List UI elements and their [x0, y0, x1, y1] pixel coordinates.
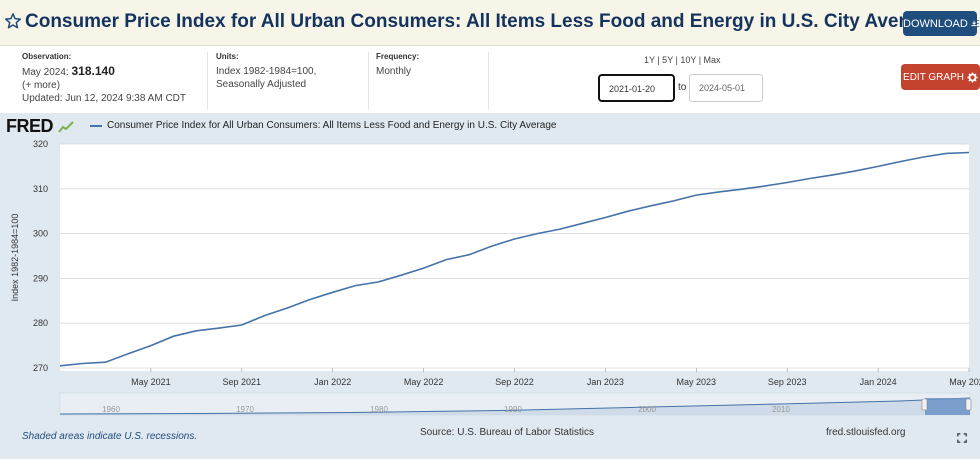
navigator-handle-left[interactable]	[921, 398, 928, 411]
y-tick-label: 310	[33, 184, 48, 194]
navigator-year-label: 1990	[504, 405, 522, 414]
navigator-year-label: 2000	[638, 405, 656, 414]
x-tick-label: Sep 2022	[495, 377, 534, 387]
download-label: DOWNLOAD	[903, 17, 968, 30]
source-text: Source: U.S. Bureau of Labor Statistics	[420, 427, 594, 438]
x-tick-label: Jan 2024	[860, 377, 897, 387]
recession-note: Shaded areas indicate U.S. recessions.	[22, 431, 198, 442]
updated-text: Updated: Jun 12, 2024 9:38 AM CDT	[22, 93, 186, 104]
navigator-year-label: 1980	[370, 405, 388, 414]
chart-legend: Consumer Price Index for All Urban Consu…	[90, 120, 556, 131]
x-tick-label: May 2024	[949, 377, 980, 387]
end-date-input[interactable]: 2024-05-01	[689, 74, 763, 102]
x-tick-label: Jan 2022	[314, 377, 351, 387]
title-bar: Consumer Price Index for All Urban Consu…	[0, 0, 980, 46]
navigator-year-label: 1970	[236, 405, 254, 414]
page-title: Consumer Price Index for All Urban Consu…	[25, 11, 980, 33]
observation-label: Observation:	[22, 52, 72, 61]
x-tick-label: May 2022	[404, 377, 444, 387]
plot-area	[60, 144, 969, 371]
observation-value: 318.140	[71, 64, 115, 78]
download-button[interactable]: DOWNLOAD	[903, 11, 977, 36]
x-tick-label: May 2021	[131, 377, 171, 387]
x-tick-label: Sep 2021	[223, 377, 262, 387]
legend-swatch	[90, 124, 102, 127]
navigator-handle-right[interactable]	[965, 398, 972, 411]
download-icon	[971, 20, 977, 27]
x-tick-label: Sep 2023	[768, 377, 807, 387]
frequency-label: Frequency:	[376, 52, 420, 61]
fred-logo: FRED	[6, 116, 74, 137]
navigator-series-line	[59, 397, 971, 415]
to-label: to	[678, 82, 687, 93]
star-icon[interactable]	[4, 12, 22, 30]
fred-logo-text: FRED	[6, 116, 54, 136]
more-link[interactable]: (+ more)	[22, 80, 61, 91]
y-tick-label: 270	[33, 363, 48, 373]
observation-block: Observation: May 2024: 318.140 (+ more) …	[22, 52, 186, 105]
units-line-2: Seasonally Adjusted	[216, 79, 307, 90]
divider	[488, 52, 489, 110]
frequency-block: Frequency: Monthly	[376, 52, 419, 78]
fred-logo-chart-icon	[57, 121, 74, 133]
frequency-value: Monthly	[376, 66, 412, 77]
units-line-1: Index 1982-1984=100,	[216, 66, 317, 77]
edit-graph-label: EDIT GRAPH	[903, 71, 964, 83]
navigator-selection[interactable]	[925, 398, 970, 415]
edit-graph-button[interactable]: EDIT GRAPH	[901, 64, 980, 90]
navigator-year-label: 1960	[102, 405, 120, 414]
divider	[368, 52, 369, 110]
navigator-year-label: 2010	[772, 405, 790, 414]
legend-label: Consumer Price Index for All Urban Consu…	[107, 120, 557, 131]
series-line[interactable]	[59, 151, 970, 367]
y-tick-label: 290	[33, 273, 48, 283]
y-axis-title: Index 1982-1984=100	[10, 214, 20, 302]
observation-date: May 2024:	[22, 67, 69, 78]
units-block: Units: Index 1982-1984=100, Seasonally A…	[216, 52, 316, 91]
info-panel: Observation: May 2024: 318.140 (+ more) …	[0, 46, 980, 113]
navigator-series-area	[60, 398, 970, 415]
series-title: Consumer Price Index for All Urban Consu…	[25, 11, 939, 32]
divider	[207, 52, 208, 110]
gear-icon	[967, 71, 978, 83]
line-chart[interactable]: 270 280 290 300 310 320 May 2021 Sep 2021 Jan 2…	[0, 113, 980, 459]
y-tick-label: 320	[33, 139, 48, 149]
y-tick-label: 280	[33, 318, 48, 328]
x-tick-label: Jan 2023	[587, 377, 624, 387]
graph-panel: FRED Consumer Price Index for All Urban …	[0, 113, 980, 459]
site-link[interactable]: fred.stlouisfed.org	[826, 427, 906, 438]
fullscreen-icon[interactable]	[957, 433, 967, 443]
units-label: Units:	[216, 52, 239, 61]
start-date-input[interactable]: 2021-01-20	[598, 74, 675, 102]
x-tick-label: May 2023	[677, 377, 717, 387]
date-range-presets[interactable]: 1Y | 5Y | 10Y | Max	[644, 55, 721, 65]
y-tick-label: 300	[33, 229, 48, 239]
